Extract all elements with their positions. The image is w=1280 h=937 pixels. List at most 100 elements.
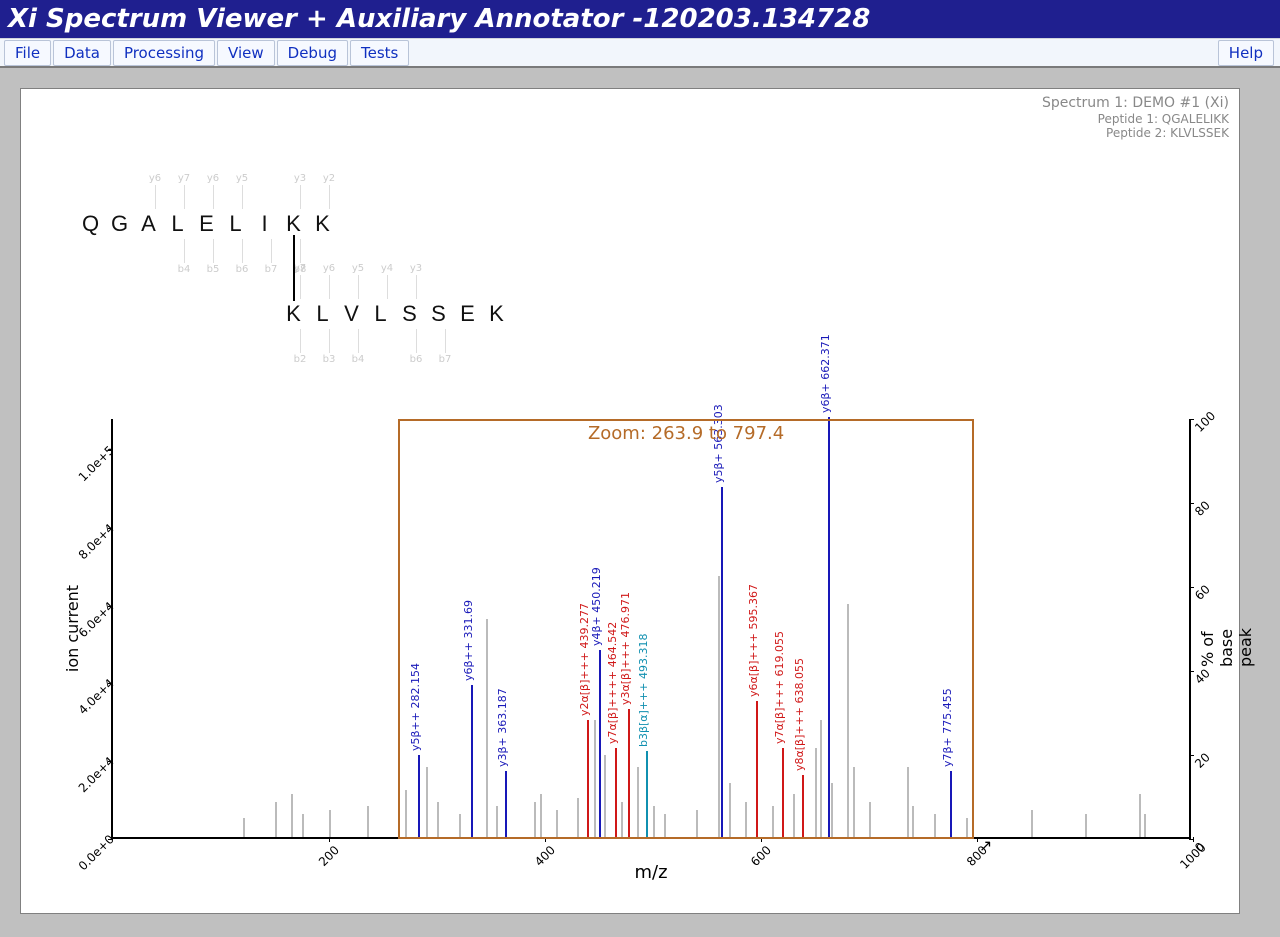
peptide-diagram: QGALELIKKy6y7b4y6b5y5b6b7y3b8y2 KLVLSSEK… xyxy=(76,159,596,439)
menu-tests[interactable]: Tests xyxy=(350,40,409,66)
aa-residue: L xyxy=(308,301,337,327)
aa-residue: S xyxy=(395,301,424,327)
aa-residue: I xyxy=(250,211,279,237)
aa-residue: E xyxy=(192,211,221,237)
peptide-seq-2: KLVLSSEKy7b2y6b3y5b4y4y3b6b7 xyxy=(279,301,511,327)
aa-residue: L xyxy=(163,211,192,237)
aa-residue: A xyxy=(134,211,163,237)
annotated-peak[interactable] xyxy=(802,775,804,837)
aa-residue: V xyxy=(337,301,366,327)
unannotated-peak xyxy=(486,619,488,837)
unannotated-peak xyxy=(664,814,666,837)
unannotated-peak xyxy=(653,806,655,837)
aa-residue: L xyxy=(366,301,395,327)
unannotated-peak xyxy=(966,818,968,837)
annotated-peak[interactable] xyxy=(418,755,420,837)
annotated-peak[interactable] xyxy=(782,748,784,837)
unannotated-peak xyxy=(820,720,822,837)
y2tick-label: 80 xyxy=(1192,489,1222,519)
aa-residue: K xyxy=(482,301,511,327)
unannotated-peak xyxy=(1144,814,1146,837)
info-peptide1: Peptide 1: QGALELIKK xyxy=(1042,112,1229,126)
annotated-peak[interactable] xyxy=(505,771,507,837)
menu-help[interactable]: Help xyxy=(1218,40,1274,66)
unannotated-peak xyxy=(329,810,331,837)
y2tick-label: 20 xyxy=(1192,741,1222,771)
aa-residue: K xyxy=(308,211,337,237)
unannotated-peak xyxy=(831,783,833,837)
plot-area[interactable]: m/z 0.0e+02.0e+44.0e+46.0e+48.0e+41.0e+5… xyxy=(111,419,1191,839)
annotated-peak[interactable] xyxy=(646,751,648,837)
unannotated-peak xyxy=(718,576,720,837)
ytick-label: 2.0e+4 xyxy=(76,757,114,795)
annotated-peak[interactable] xyxy=(721,487,723,837)
unannotated-peak xyxy=(534,802,536,837)
x-axis-label: m/z xyxy=(113,862,1189,883)
unannotated-peak xyxy=(405,790,407,837)
unannotated-peak xyxy=(1031,810,1033,837)
unannotated-peak xyxy=(815,748,817,837)
y2tick-label: 40 xyxy=(1192,657,1222,687)
workspace: Spectrum 1: DEMO #1 (Xi) Peptide 1: QGAL… xyxy=(0,68,1280,937)
unannotated-peak xyxy=(847,604,849,837)
unannotated-peak xyxy=(1139,794,1141,837)
ytick-label: 8.0e+4 xyxy=(76,524,114,562)
unannotated-peak xyxy=(367,806,369,837)
info-block: Spectrum 1: DEMO #1 (Xi) Peptide 1: QGAL… xyxy=(1042,95,1229,141)
unannotated-peak xyxy=(912,806,914,837)
aa-residue: G xyxy=(105,211,134,237)
peak-label: y5β++ 282.154 xyxy=(409,663,422,751)
peak-label: y7α[β]++++ 464.542 xyxy=(606,621,619,743)
menu-file[interactable]: File xyxy=(4,40,51,66)
peak-label: y7α[β]+++ 619.055 xyxy=(773,631,786,744)
unannotated-peak xyxy=(621,802,623,837)
info-spectrum: Spectrum 1: DEMO #1 (Xi) xyxy=(1042,95,1229,112)
unannotated-peak xyxy=(869,802,871,837)
ytick-label: 4.0e+4 xyxy=(76,679,114,717)
unannotated-peak xyxy=(1085,814,1087,837)
peak-label: y3α[β]+++ 476.971 xyxy=(619,592,632,705)
unannotated-peak xyxy=(594,720,596,837)
annotated-peak[interactable] xyxy=(828,417,830,837)
aa-residue: K xyxy=(279,301,308,327)
menu-data[interactable]: Data xyxy=(53,40,111,66)
unannotated-peak xyxy=(540,794,542,837)
unannotated-peak xyxy=(496,806,498,837)
annotated-peak[interactable] xyxy=(756,701,758,837)
aa-residue: S xyxy=(424,301,453,327)
unannotated-peak xyxy=(793,794,795,837)
unannotated-peak xyxy=(637,767,639,837)
menu-view[interactable]: View xyxy=(217,40,275,66)
y2tick-label: 100 xyxy=(1192,405,1222,435)
annotated-peak[interactable] xyxy=(471,685,473,837)
info-peptide2: Peptide 2: KLVLSSEK xyxy=(1042,126,1229,140)
aa-residue: K xyxy=(279,211,308,237)
menu-processing[interactable]: Processing xyxy=(113,40,215,66)
zoom-rectangle[interactable]: Zoom: 263.9 to 797.4 xyxy=(398,419,974,839)
unannotated-peak xyxy=(426,767,428,837)
annotated-peak[interactable] xyxy=(599,650,601,837)
unannotated-peak xyxy=(243,818,245,837)
unannotated-peak xyxy=(853,767,855,837)
annotated-peak[interactable] xyxy=(950,771,952,837)
peak-label: y4β+ 450.219 xyxy=(590,568,603,647)
unannotated-peak xyxy=(907,767,909,837)
unannotated-peak xyxy=(459,814,461,837)
peak-label: y8α[β]+++ 638.055 xyxy=(793,658,806,771)
unannotated-peak xyxy=(437,802,439,837)
peak-label: y5β+ 563.303 xyxy=(712,404,725,483)
aa-residue: Q xyxy=(76,211,105,237)
annotated-peak[interactable] xyxy=(615,748,617,837)
aa-residue: L xyxy=(221,211,250,237)
unannotated-peak xyxy=(934,814,936,837)
peak-label: y3β+ 363.187 xyxy=(496,688,509,767)
annotated-peak[interactable] xyxy=(628,709,630,837)
annotated-peak[interactable] xyxy=(587,720,589,837)
unannotated-peak xyxy=(696,810,698,837)
ytick-label: 0.0e+0 xyxy=(76,835,114,873)
spectrum-chart[interactable]: ion current % of base peak m/z 0.0e+02.0… xyxy=(51,419,1231,899)
unannotated-peak xyxy=(556,810,558,837)
crosslink-line xyxy=(293,235,295,301)
aa-residue: E xyxy=(453,301,482,327)
menu-debug[interactable]: Debug xyxy=(277,40,348,66)
